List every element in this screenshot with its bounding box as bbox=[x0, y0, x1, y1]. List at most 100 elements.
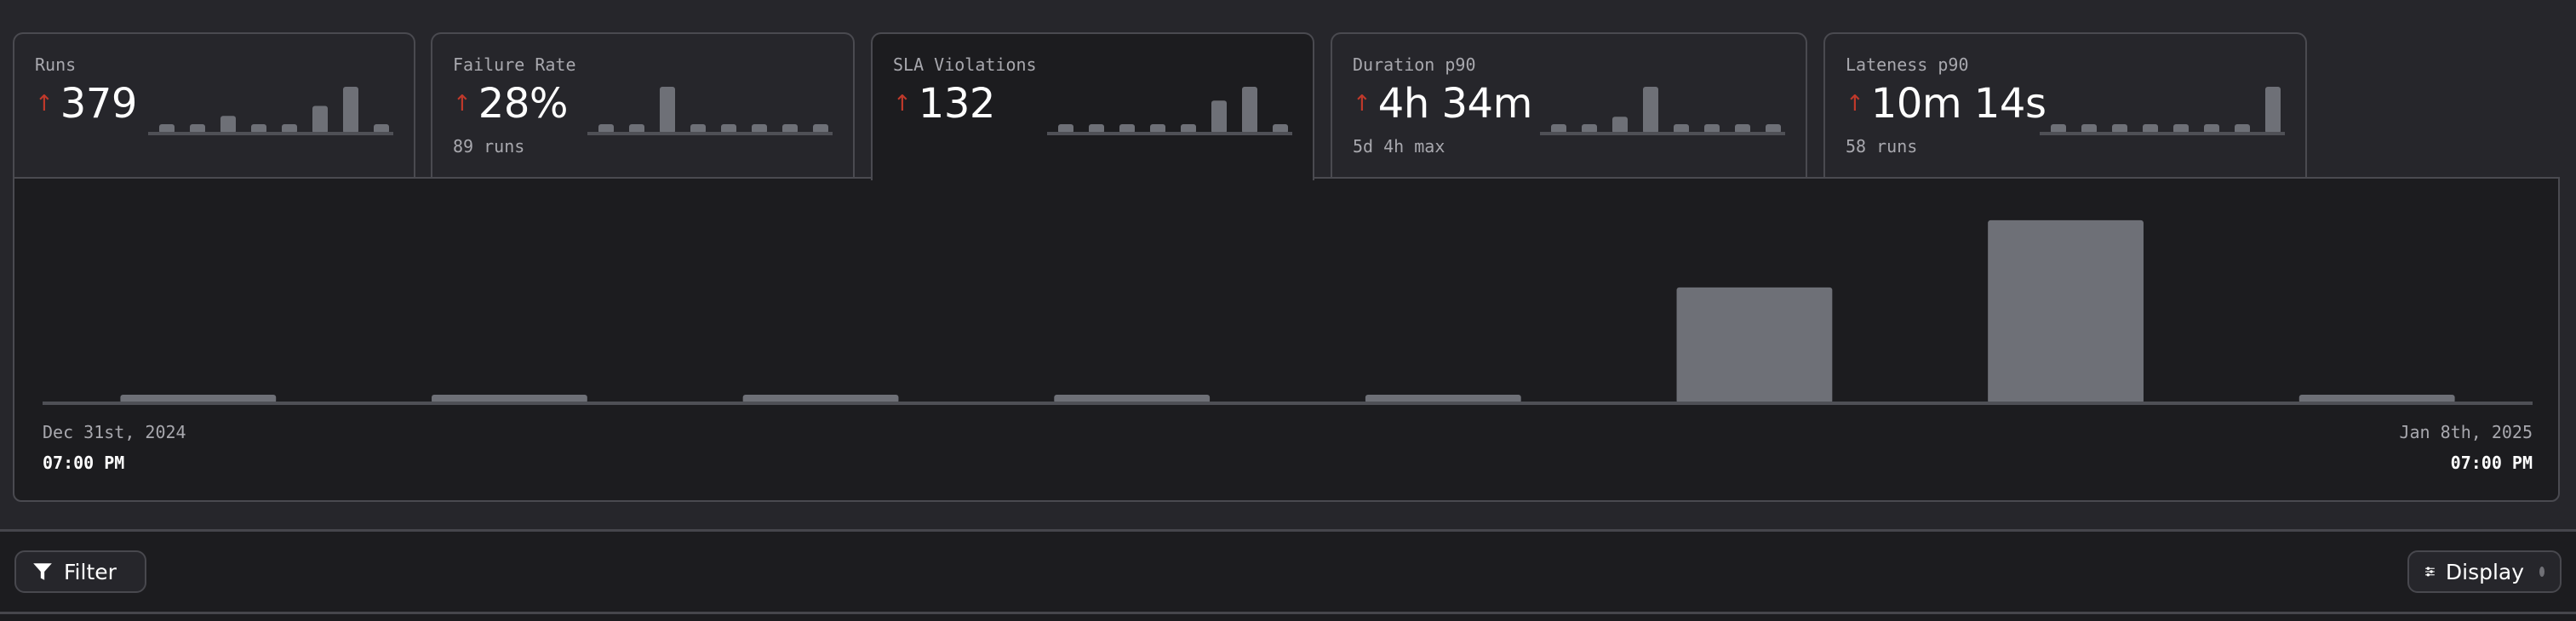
card-subtext: 89 runs bbox=[453, 136, 525, 157]
spark-bar bbox=[1766, 124, 1781, 134]
spark-bar bbox=[2173, 124, 2189, 134]
card-number: 10m 14s bbox=[1870, 80, 2046, 128]
card-subtext: 5d 4h max bbox=[1353, 136, 1445, 157]
card-label: Duration p90 bbox=[1353, 54, 1476, 75]
chart-bar[interactable] bbox=[1676, 287, 1833, 403]
x-end-time: 07:00 PM bbox=[2450, 453, 2533, 473]
spark-bar bbox=[2265, 87, 2281, 134]
spark-bar bbox=[2143, 124, 2158, 134]
chart-bar[interactable] bbox=[1988, 219, 2144, 403]
spark-bar bbox=[1242, 87, 1257, 134]
sliders-icon bbox=[2425, 567, 2435, 577]
metric-card-sla-violations[interactable]: SLA Violations ↑ 132 bbox=[871, 32, 1314, 180]
metric-card-lateness-p90[interactable]: Lateness p90 ↑ 10m 14s 58 runs bbox=[1823, 32, 2307, 177]
spark-bar bbox=[752, 124, 767, 134]
spark-bar bbox=[1582, 124, 1597, 134]
spark-bar bbox=[1735, 124, 1750, 134]
trend-up-icon: ↑ bbox=[893, 91, 912, 117]
divider bbox=[0, 529, 2576, 532]
spark-bar bbox=[1089, 124, 1104, 134]
metric-card-runs[interactable]: Runs ↑ 379 bbox=[13, 32, 415, 177]
display-label: Display bbox=[2445, 559, 2525, 584]
spark-bar bbox=[660, 87, 675, 134]
spark-bar bbox=[1612, 117, 1628, 134]
trend-up-icon: ↑ bbox=[1846, 91, 1864, 117]
sparkline bbox=[1540, 87, 1785, 135]
trend-up-icon: ↑ bbox=[1353, 91, 1371, 117]
spark-baseline bbox=[2040, 132, 2285, 135]
chart-bar[interactable] bbox=[742, 395, 899, 403]
spark-bar bbox=[1181, 124, 1196, 134]
x-start-time: 07:00 PM bbox=[43, 453, 125, 473]
card-label: SLA Violations bbox=[893, 54, 1037, 75]
spark-bar bbox=[1150, 124, 1165, 134]
sparkline bbox=[1047, 87, 1292, 135]
main-bar-chart bbox=[43, 219, 2533, 405]
spark-bar bbox=[2051, 124, 2066, 134]
spark-baseline bbox=[1047, 132, 1292, 135]
spark-baseline bbox=[148, 132, 393, 135]
card-number: 4h 34m bbox=[1377, 80, 1533, 128]
spark-bar bbox=[782, 124, 798, 134]
chart-bar[interactable] bbox=[1365, 395, 1521, 403]
spark-bar bbox=[1704, 124, 1720, 134]
metric-card-failure-rate[interactable]: Failure Rate ↑ 28% 89 runs bbox=[431, 32, 855, 177]
spark-bar bbox=[721, 124, 736, 134]
chart-bar[interactable] bbox=[2298, 395, 2455, 403]
card-number: 132 bbox=[918, 80, 996, 128]
filter-label: Filter bbox=[64, 559, 117, 584]
spark-bar bbox=[343, 87, 358, 134]
spark-bar bbox=[598, 124, 614, 134]
toolbar: Filter Display bbox=[0, 532, 2576, 621]
spark-bar bbox=[629, 124, 644, 134]
card-value: ↑ 10m 14s bbox=[1846, 80, 2046, 128]
card-value: ↑ 4h 34m bbox=[1353, 80, 1532, 128]
spark-bar bbox=[220, 116, 236, 134]
spark-bar bbox=[2081, 124, 2097, 134]
spark-bar bbox=[1273, 124, 1288, 134]
chart-bar[interactable] bbox=[432, 395, 587, 403]
spark-bar bbox=[2235, 124, 2250, 134]
card-value: ↑ 379 bbox=[35, 80, 137, 128]
divider bbox=[0, 612, 2576, 614]
card-label: Lateness p90 bbox=[1846, 54, 1969, 75]
spark-bar bbox=[2112, 124, 2127, 134]
spark-bar bbox=[1674, 124, 1689, 134]
spark-bar bbox=[1643, 87, 1658, 134]
card-label: Runs bbox=[35, 54, 77, 75]
x-end-date: Jan 8th, 2025 bbox=[2399, 422, 2533, 442]
funnel-icon bbox=[33, 563, 52, 580]
spark-bar bbox=[813, 124, 828, 134]
spark-bar bbox=[159, 124, 175, 134]
x-start-date: Dec 31st, 2024 bbox=[43, 422, 186, 442]
spark-bar bbox=[690, 124, 706, 134]
chart-bar[interactable] bbox=[120, 395, 277, 403]
spark-bar bbox=[190, 124, 205, 134]
spark-bar bbox=[282, 124, 297, 134]
metric-card-duration-p90[interactable]: Duration p90 ↑ 4h 34m 5d 4h max bbox=[1331, 32, 1807, 177]
spark-bar bbox=[251, 124, 266, 134]
spark-bar bbox=[2204, 124, 2219, 134]
spark-bar bbox=[1211, 100, 1227, 134]
filter-button[interactable]: Filter bbox=[14, 550, 146, 593]
sparkline bbox=[148, 87, 393, 135]
main-chart-panel: Dec 31st, 2024 07:00 PM Jan 8th, 2025 07… bbox=[13, 177, 2560, 502]
card-subtext: 58 runs bbox=[1846, 136, 1918, 157]
spark-bar bbox=[1058, 124, 1073, 134]
spark-bar bbox=[1551, 124, 1566, 134]
spark-baseline bbox=[587, 132, 833, 135]
card-value: ↑ 132 bbox=[893, 80, 995, 128]
trend-up-icon: ↑ bbox=[35, 91, 54, 117]
display-button[interactable]: Display bbox=[2407, 550, 2562, 593]
card-label: Failure Rate bbox=[453, 54, 576, 75]
spark-baseline bbox=[1540, 132, 1785, 135]
card-number: 379 bbox=[60, 80, 138, 128]
card-number: 28% bbox=[478, 80, 569, 128]
status-dot bbox=[2539, 567, 2545, 577]
spark-bar bbox=[374, 124, 389, 134]
spark-bar bbox=[312, 105, 328, 134]
chart-bar[interactable] bbox=[1054, 395, 1211, 403]
sparkline bbox=[587, 87, 833, 135]
card-value: ↑ 28% bbox=[453, 80, 568, 128]
spark-bar bbox=[1119, 124, 1135, 134]
